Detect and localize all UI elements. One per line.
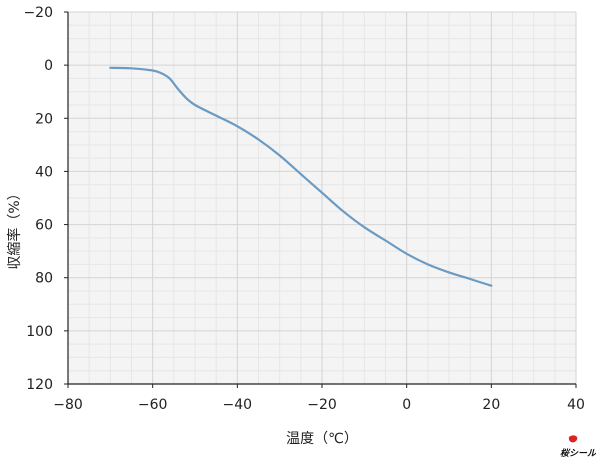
seal-logo: 桜シール bbox=[560, 435, 596, 459]
y-axis-title: 収縮率（%） bbox=[6, 186, 23, 269]
x-tick-label: −40 bbox=[223, 397, 253, 413]
y-tick-label: 120 bbox=[26, 377, 53, 393]
x-tick-label: 40 bbox=[567, 397, 585, 413]
x-tick-label: 0 bbox=[402, 397, 411, 413]
series-layer bbox=[109, 66, 493, 287]
y-tick-label: 60 bbox=[35, 218, 53, 234]
y-tick-label: 80 bbox=[35, 271, 53, 287]
x-tick-label: −80 bbox=[53, 397, 83, 413]
y-tick-label: −20 bbox=[23, 5, 53, 21]
series-line bbox=[109, 66, 493, 287]
y-tick-label: 100 bbox=[26, 324, 53, 340]
y-tick-label: 0 bbox=[44, 58, 53, 74]
x-tick-label: 20 bbox=[482, 397, 500, 413]
axes bbox=[64, 11, 577, 388]
svg-text:桜シール: 桜シール bbox=[560, 448, 596, 459]
x-axis-title: 温度（℃） bbox=[286, 431, 358, 447]
y-tick-label: 20 bbox=[35, 111, 53, 127]
y-tick-labels: −20 0 20 40 60 80 100 120 bbox=[23, 5, 53, 393]
x-tick-label: −60 bbox=[138, 397, 168, 413]
x-tick-labels: −80 −60 −40 −20 0 20 40 bbox=[53, 397, 585, 413]
logo-mark-icon bbox=[568, 435, 578, 443]
x-tick-label: −20 bbox=[307, 397, 337, 413]
y-tick-label: 40 bbox=[35, 164, 53, 180]
